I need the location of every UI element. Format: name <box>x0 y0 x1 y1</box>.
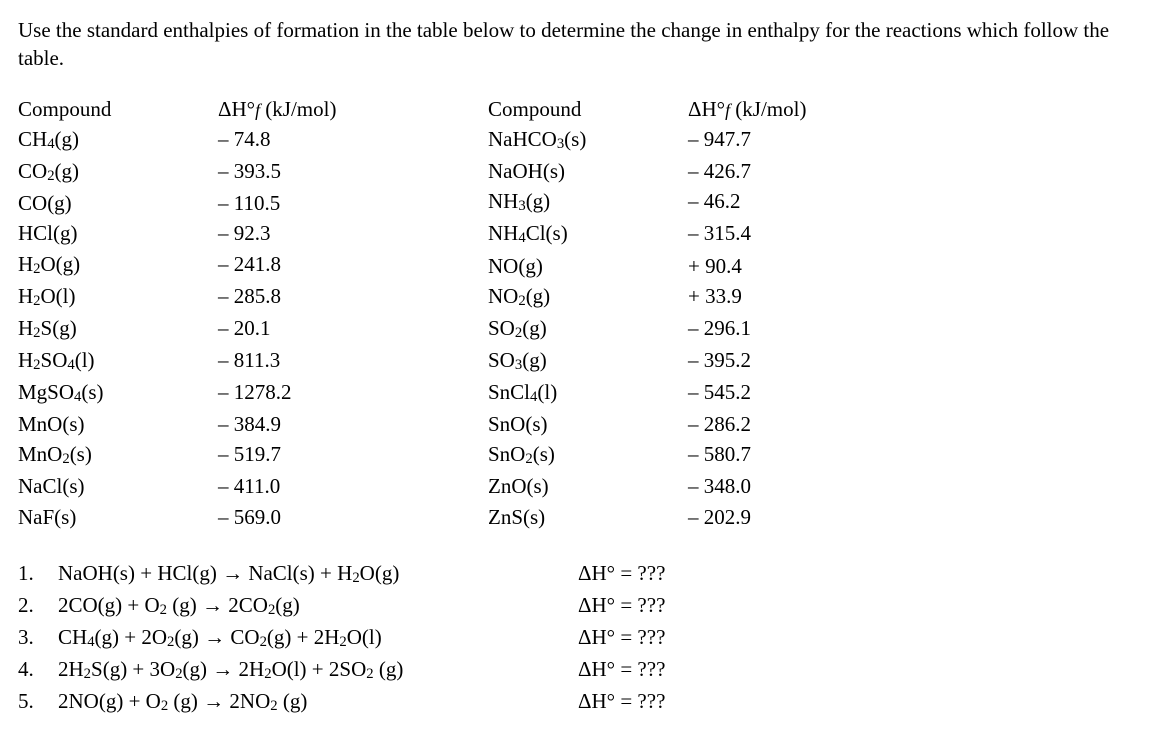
compound-cell: SO2(g) <box>488 314 688 344</box>
col-header-compound: Compound <box>18 95 218 123</box>
reaction-delta-h: ΔH° = ??? <box>578 687 778 717</box>
enthalpy-tables: CompoundΔH°f (kJ/mol)CH4(g)– 74.8CO2(g)–… <box>18 95 1132 531</box>
compound-cell: H2SO4(l) <box>18 346 218 376</box>
value-cell: + 90.4 <box>688 252 888 280</box>
reaction-delta-h: ΔH° = ??? <box>578 623 778 653</box>
arrow-icon: → <box>222 561 243 585</box>
compound-cell: SnO(s) <box>488 410 688 438</box>
value-cell: – 393.5 <box>218 157 418 187</box>
value-cell: – 580.7 <box>688 440 888 470</box>
compound-cell: H2S(g) <box>18 314 218 344</box>
value-cell: – 92.3 <box>218 219 418 247</box>
compound-cell: CO(g) <box>18 189 218 217</box>
reaction-number: 4. <box>18 655 58 685</box>
col-header-dHf: ΔH°f (kJ/mol) <box>688 95 888 123</box>
compound-cell: NO(g) <box>488 252 688 280</box>
reaction-list: 1.NaOH(s) + HCl(g) → NaCl(s) + H2O(g)ΔH°… <box>18 559 1132 717</box>
enthalpy-table-right: CompoundΔH°f (kJ/mol)NaHCO3(s)– 947.7NaO… <box>488 95 888 531</box>
value-cell: – 348.0 <box>688 472 888 500</box>
reaction-number: 1. <box>18 559 58 589</box>
col-header-dHf: ΔH°f (kJ/mol) <box>218 95 418 123</box>
value-cell: – 285.8 <box>218 282 418 312</box>
value-cell: – 811.3 <box>218 346 418 376</box>
value-cell: – 74.8 <box>218 125 418 155</box>
compound-cell: H2O(g) <box>18 250 218 280</box>
col-header-compound: Compound <box>488 95 688 123</box>
reaction-delta-h: ΔH° = ??? <box>578 559 778 589</box>
compound-cell: ZnS(s) <box>488 503 688 531</box>
compound-cell: SO3(g) <box>488 346 688 376</box>
compound-cell: NO2(g) <box>488 282 688 312</box>
value-cell: – 426.7 <box>688 157 888 185</box>
enthalpy-table-left: CompoundΔH°f (kJ/mol)CH4(g)– 74.8CO2(g)–… <box>18 95 418 531</box>
compound-cell: MnO2(s) <box>18 440 218 470</box>
value-cell: – 395.2 <box>688 346 888 376</box>
reaction-equation: 2H2S(g) + 3O2(g) → 2H2O(l) + 2SO2 (g) <box>58 655 578 685</box>
compound-cell: NaHCO3(s) <box>488 125 688 155</box>
value-cell: – 110.5 <box>218 189 418 217</box>
compound-cell: MnO(s) <box>18 410 218 438</box>
value-cell: – 241.8 <box>218 250 418 280</box>
value-cell: – 315.4 <box>688 219 888 249</box>
arrow-icon: → <box>202 593 223 617</box>
compound-cell: CO2(g) <box>18 157 218 187</box>
arrow-icon: → <box>204 625 225 649</box>
compound-cell: NaF(s) <box>18 503 218 531</box>
reaction-delta-h: ΔH° = ??? <box>578 655 778 685</box>
compound-cell: NH3(g) <box>488 187 688 217</box>
value-cell: – 545.2 <box>688 378 888 408</box>
value-cell: + 33.9 <box>688 282 888 312</box>
reaction-number: 2. <box>18 591 58 621</box>
value-cell: – 296.1 <box>688 314 888 344</box>
value-cell: – 569.0 <box>218 503 418 531</box>
value-cell: – 1278.2 <box>218 378 418 408</box>
value-cell: – 202.9 <box>688 503 888 531</box>
compound-cell: H2O(l) <box>18 282 218 312</box>
reaction-delta-h: ΔH° = ??? <box>578 591 778 621</box>
value-cell: – 286.2 <box>688 410 888 438</box>
compound-cell: SnO2(s) <box>488 440 688 470</box>
compound-cell: SnCl4(l) <box>488 378 688 408</box>
value-cell: – 519.7 <box>218 440 418 470</box>
compound-cell: ZnO(s) <box>488 472 688 500</box>
compound-cell: NH4Cl(s) <box>488 219 688 249</box>
compound-cell: NaCl(s) <box>18 472 218 500</box>
arrow-icon: → <box>212 657 233 681</box>
reaction-equation: CH4(g) + 2O2(g) → CO2(g) + 2H2O(l) <box>58 623 578 653</box>
value-cell: – 46.2 <box>688 187 888 217</box>
arrow-icon: → <box>203 689 224 713</box>
problem-prompt: Use the standard enthalpies of formation… <box>18 16 1132 73</box>
reaction-number: 5. <box>18 687 58 717</box>
value-cell: – 20.1 <box>218 314 418 344</box>
compound-cell: HCl(g) <box>18 219 218 247</box>
reaction-number: 3. <box>18 623 58 653</box>
value-cell: – 384.9 <box>218 410 418 438</box>
reaction-equation: 2CO(g) + O2 (g) → 2CO2(g) <box>58 591 578 621</box>
compound-cell: NaOH(s) <box>488 157 688 185</box>
value-cell: – 411.0 <box>218 472 418 500</box>
compound-cell: MgSO4(s) <box>18 378 218 408</box>
reaction-equation: 2NO(g) + O2 (g) → 2NO2 (g) <box>58 687 578 717</box>
reaction-equation: NaOH(s) + HCl(g) → NaCl(s) + H2O(g) <box>58 559 578 589</box>
compound-cell: CH4(g) <box>18 125 218 155</box>
value-cell: – 947.7 <box>688 125 888 155</box>
